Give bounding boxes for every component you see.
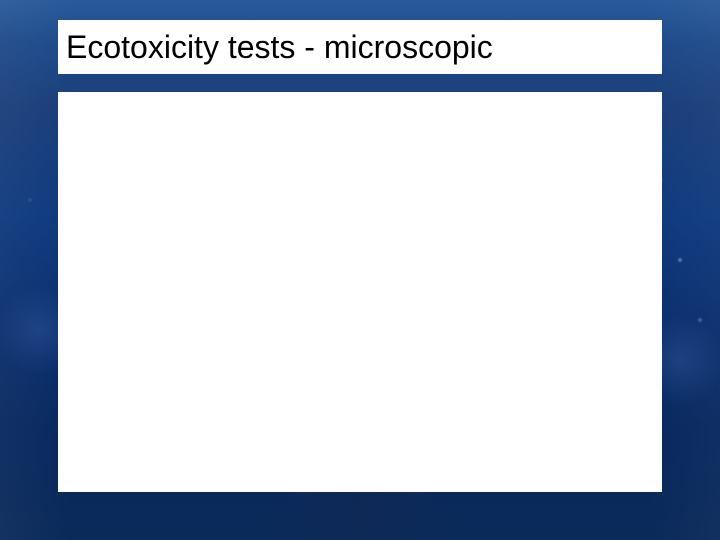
title-region: Ecotoxicity tests - microscopic bbox=[58, 20, 662, 74]
slide: Ecotoxicity tests - microscopic bbox=[0, 0, 720, 540]
slide-title: Ecotoxicity tests - microscopic bbox=[66, 29, 493, 66]
content-region bbox=[58, 92, 662, 492]
